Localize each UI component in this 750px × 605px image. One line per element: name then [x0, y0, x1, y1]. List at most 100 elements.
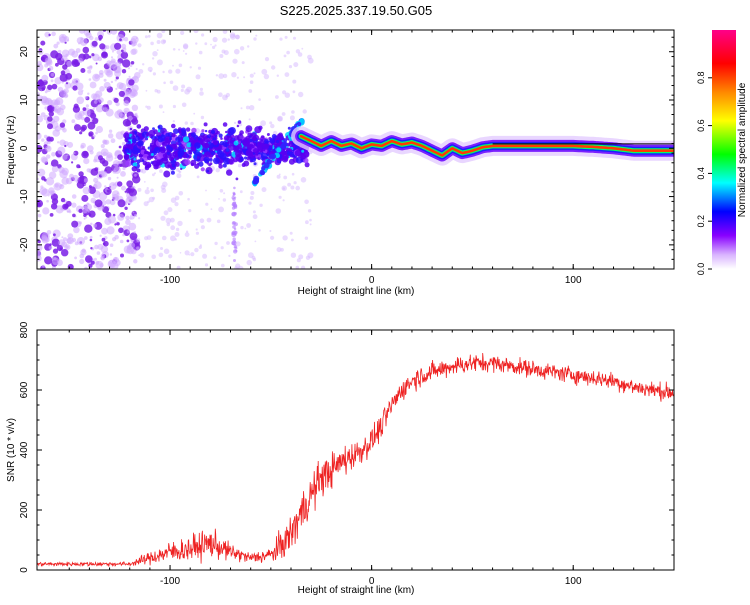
noise-point — [269, 121, 273, 125]
noise-point — [231, 212, 236, 217]
noise-point — [85, 216, 88, 219]
streak-point — [299, 118, 305, 123]
cluster-point — [218, 164, 223, 169]
noise-point — [95, 125, 103, 134]
noise-point — [234, 222, 238, 227]
y-tick-label: 20 — [19, 46, 30, 58]
noise-point — [133, 195, 137, 199]
noise-point — [190, 121, 194, 126]
cluster-point — [182, 154, 188, 159]
noise-point — [78, 30, 86, 34]
noise-point — [95, 104, 104, 113]
noise-point — [231, 72, 237, 78]
noise-point — [66, 154, 69, 157]
noise-point — [71, 220, 79, 228]
cluster-point — [251, 132, 257, 138]
noise-point — [94, 37, 99, 41]
noise-point — [89, 238, 93, 242]
noise-point — [89, 81, 97, 89]
cluster-point — [227, 141, 230, 144]
noise-point — [66, 60, 73, 68]
noise-point — [106, 70, 113, 78]
colorbar-tick-label: 0.6 — [696, 119, 706, 132]
noise-point — [240, 107, 243, 110]
noise-point — [219, 54, 224, 58]
noise-point — [121, 69, 127, 74]
noise-point — [90, 112, 97, 119]
noise-point — [103, 78, 107, 82]
cluster-point — [220, 137, 223, 140]
noise-point — [48, 187, 55, 194]
noise-point — [181, 84, 186, 89]
noise-point — [98, 97, 104, 103]
cluster-point — [166, 151, 170, 155]
noise-point — [264, 57, 270, 62]
noise-point — [87, 210, 90, 213]
cluster-point — [210, 129, 216, 134]
streak-point — [276, 148, 281, 153]
cluster-point — [132, 162, 138, 167]
noise-point — [205, 202, 209, 206]
noise-point — [105, 104, 109, 107]
cluster-point — [249, 138, 253, 143]
noise-point — [81, 194, 89, 202]
noise-point — [176, 265, 181, 269]
cluster-point — [124, 148, 130, 154]
cluster-point — [253, 148, 259, 154]
cluster-point — [216, 130, 220, 135]
noise-point — [92, 117, 99, 124]
noise-point — [83, 178, 89, 183]
noise-point — [60, 197, 66, 203]
noise-point — [130, 248, 137, 255]
cluster-point — [175, 142, 179, 145]
cluster-point — [262, 143, 269, 150]
noise-point — [172, 104, 176, 109]
cluster-point — [233, 140, 239, 146]
noise-point — [110, 138, 116, 144]
noise-point — [113, 259, 121, 267]
noise-point — [43, 134, 48, 139]
cluster-point — [201, 129, 205, 133]
noise-point — [292, 79, 297, 84]
noise-point — [150, 41, 154, 46]
noise-point — [71, 237, 77, 243]
noise-point — [97, 56, 103, 62]
noise-point — [99, 234, 102, 237]
noise-point — [232, 237, 236, 241]
cluster-point — [169, 137, 172, 141]
noise-point — [95, 62, 98, 65]
noise-point — [162, 70, 165, 74]
noise-point — [279, 37, 283, 41]
noise-point — [51, 31, 56, 37]
noise-point — [234, 48, 240, 55]
noise-point — [118, 90, 125, 97]
noise-point — [84, 203, 92, 212]
noise-point — [286, 50, 290, 55]
noise-point — [79, 131, 83, 135]
noise-point — [156, 32, 163, 39]
noise-point — [106, 60, 112, 66]
streak-point — [283, 138, 288, 143]
noise-point — [187, 197, 190, 201]
noise-point — [195, 228, 198, 231]
cluster-point — [134, 132, 137, 135]
spectrogram-marks — [37, 30, 674, 269]
noise-point — [128, 79, 135, 86]
noise-point — [108, 133, 114, 139]
noise-point — [96, 251, 101, 255]
noise-point — [239, 190, 243, 194]
noise-point — [90, 222, 93, 226]
noise-point — [53, 43, 59, 49]
noise-point — [284, 72, 290, 77]
noise-point — [210, 43, 212, 46]
cluster-point — [162, 153, 168, 158]
noise-point — [41, 157, 49, 164]
noise-point — [57, 146, 66, 155]
noise-point — [78, 208, 83, 213]
noise-point — [180, 30, 185, 35]
noise-point — [193, 112, 196, 115]
noise-point — [138, 217, 141, 220]
cluster-point — [235, 177, 239, 181]
noise-point — [226, 241, 230, 245]
cluster-point — [145, 137, 149, 141]
